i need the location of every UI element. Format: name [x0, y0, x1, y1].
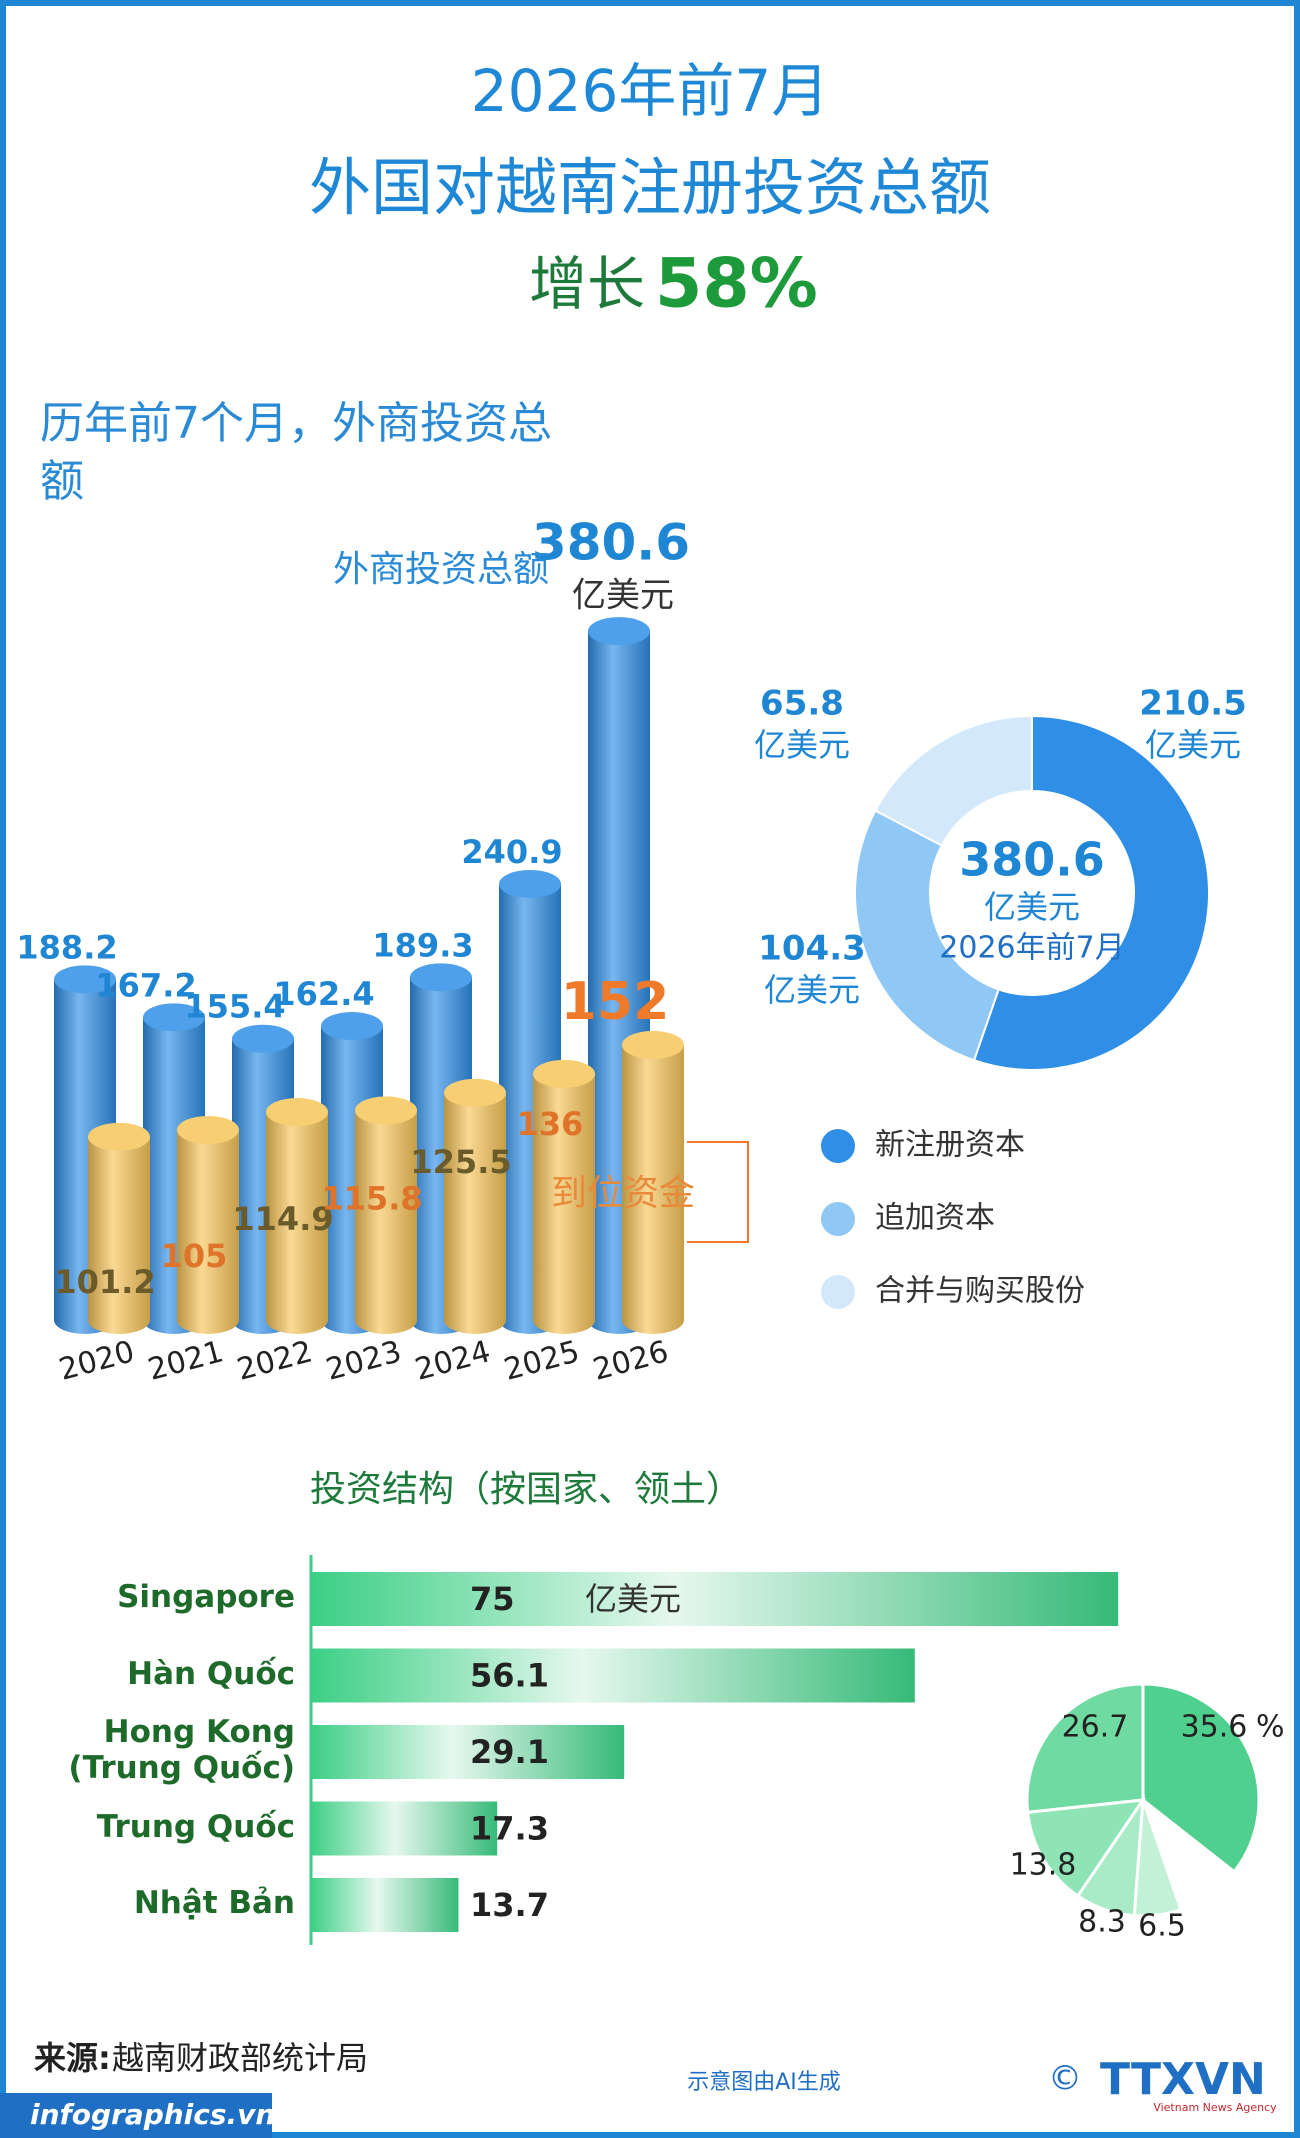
pie-slice [1132, 1799, 1183, 1918]
cylinder-bar [533, 1059, 595, 1334]
value-label: 240.9 [461, 833, 562, 871]
growth-value: 58% [655, 245, 818, 324]
title-line2: 外国对越南注册投资总额 [309, 151, 991, 224]
donut-unit: 亿美元 [764, 971, 860, 1009]
x-tick-label: 2023 [322, 1334, 405, 1388]
hbar-title: 投资结构（按国家、领土） [310, 1469, 742, 1510]
value-label: 101.2 [54, 1263, 155, 1301]
hbar-unit: 亿美元 [585, 1580, 681, 1618]
hbar-value: 17.3 [470, 1810, 549, 1848]
hbar-value: 75 [470, 1580, 515, 1618]
x-tick-label: 2021 [144, 1334, 227, 1388]
x-tick-label: 2026 [589, 1334, 672, 1388]
logo: TTXVN [1100, 2054, 1266, 2105]
donut-unit: 亿美元 [1145, 726, 1241, 764]
bracket [687, 1141, 749, 1243]
legend-label: 外商投资总额 [333, 549, 549, 590]
source: 越南财政部统计局 [112, 2039, 368, 2077]
logo-sub: Vietnam News Agency [1153, 2101, 1277, 2114]
hbar-value: 13.7 [470, 1886, 549, 1924]
donut-center-value: 380.6 [959, 833, 1105, 887]
legend-label: 合并与购买股份 [875, 1274, 1085, 1309]
legend-marker [821, 1129, 855, 1163]
legend-label: 追加资本 [875, 1201, 995, 1236]
title-line1: 2026年前7月 [471, 57, 830, 125]
value-label: 162.4 [273, 975, 374, 1013]
pie-unit: % [1256, 1710, 1285, 1745]
unit-label: 亿美元 [572, 576, 674, 616]
pie-label: 6.5 [1138, 1909, 1186, 1944]
cylinder-bar [355, 1096, 417, 1334]
value-label: 167.2 [95, 966, 196, 1004]
hbar [311, 1648, 915, 1703]
x-tick-label: 2025 [500, 1334, 583, 1388]
legend-marker [821, 1275, 855, 1309]
hbar-category: Nhật Bản [133, 1885, 295, 1921]
donut-unit: 亿美元 [754, 726, 850, 764]
hbar-value: 29.1 [470, 1733, 549, 1771]
hbar [311, 1801, 498, 1856]
pie-slice [1141, 1682, 1261, 1874]
legend-label: 新注册资本 [875, 1128, 1025, 1163]
pie-slice [1025, 1682, 1145, 1815]
donut-value: 104.3 [758, 929, 866, 969]
value-label: 152 [561, 972, 670, 1032]
hbar-value: 56.1 [470, 1657, 549, 1695]
donut-value: 65.8 [760, 684, 844, 724]
pie-label: 13.8 [1010, 1848, 1077, 1883]
value-label: 155.4 [184, 988, 285, 1026]
hbar-category: Trung Quốc [96, 1808, 295, 1845]
value-label: 105 [161, 1237, 228, 1275]
cylinder-bar [266, 1098, 328, 1334]
legend-label: 到位资金 [551, 1173, 695, 1214]
donut-center-unit: 亿美元 [984, 888, 1080, 926]
value-label: 380.6 [532, 514, 690, 572]
growth-prefix: 增长 [529, 250, 645, 318]
site-band [0, 2093, 272, 2138]
value-label: 189.3 [372, 926, 473, 964]
cylinder-bar [444, 1078, 506, 1334]
pie-label: 26.7 [1062, 1710, 1129, 1745]
donut-slice [972, 714, 1210, 1071]
ai-note: 示意图由AI生成 [687, 2070, 841, 2095]
legend-marker [821, 1202, 855, 1236]
cylinder-bar [622, 1030, 684, 1334]
value-label: 115.8 [321, 1179, 422, 1217]
pie-label: 35.6 [1181, 1710, 1248, 1745]
copyright: © [1048, 2059, 1082, 2099]
donut-center-label: 2026年前7月 [939, 931, 1124, 966]
pie-slice [1026, 1798, 1147, 1899]
cylinder-bar [177, 1115, 239, 1334]
value-label: 125.5 [410, 1143, 511, 1181]
value-label: 188.2 [16, 928, 117, 966]
hbar-category: Singapore [117, 1579, 295, 1615]
x-tick-label: 2024 [411, 1334, 494, 1388]
x-tick-label: 2022 [233, 1334, 316, 1388]
site: infographics.vn [30, 2098, 275, 2131]
x-tick-label: 2020 [55, 1334, 138, 1388]
donut-value: 210.5 [1139, 684, 1247, 724]
donut-slice [874, 714, 1033, 847]
cylinder-bar [88, 1122, 150, 1334]
hbar [311, 1572, 1119, 1626]
bar-chart-title: 历年前7个月，外商投资总额 [40, 398, 552, 507]
hbar-category: Hàn Quốc [127, 1655, 295, 1692]
value-label: 114.9 [232, 1200, 333, 1238]
pie-label: 8.3 [1078, 1905, 1126, 1940]
source-label: 来源: [34, 2039, 111, 2077]
value-label: 136 [517, 1105, 584, 1143]
hbar-category: Hong Kong (Trung Quốc) [68, 1714, 295, 1786]
donut-slice [854, 809, 1000, 1062]
hbar [311, 1878, 459, 1932]
hbar [311, 1725, 625, 1779]
